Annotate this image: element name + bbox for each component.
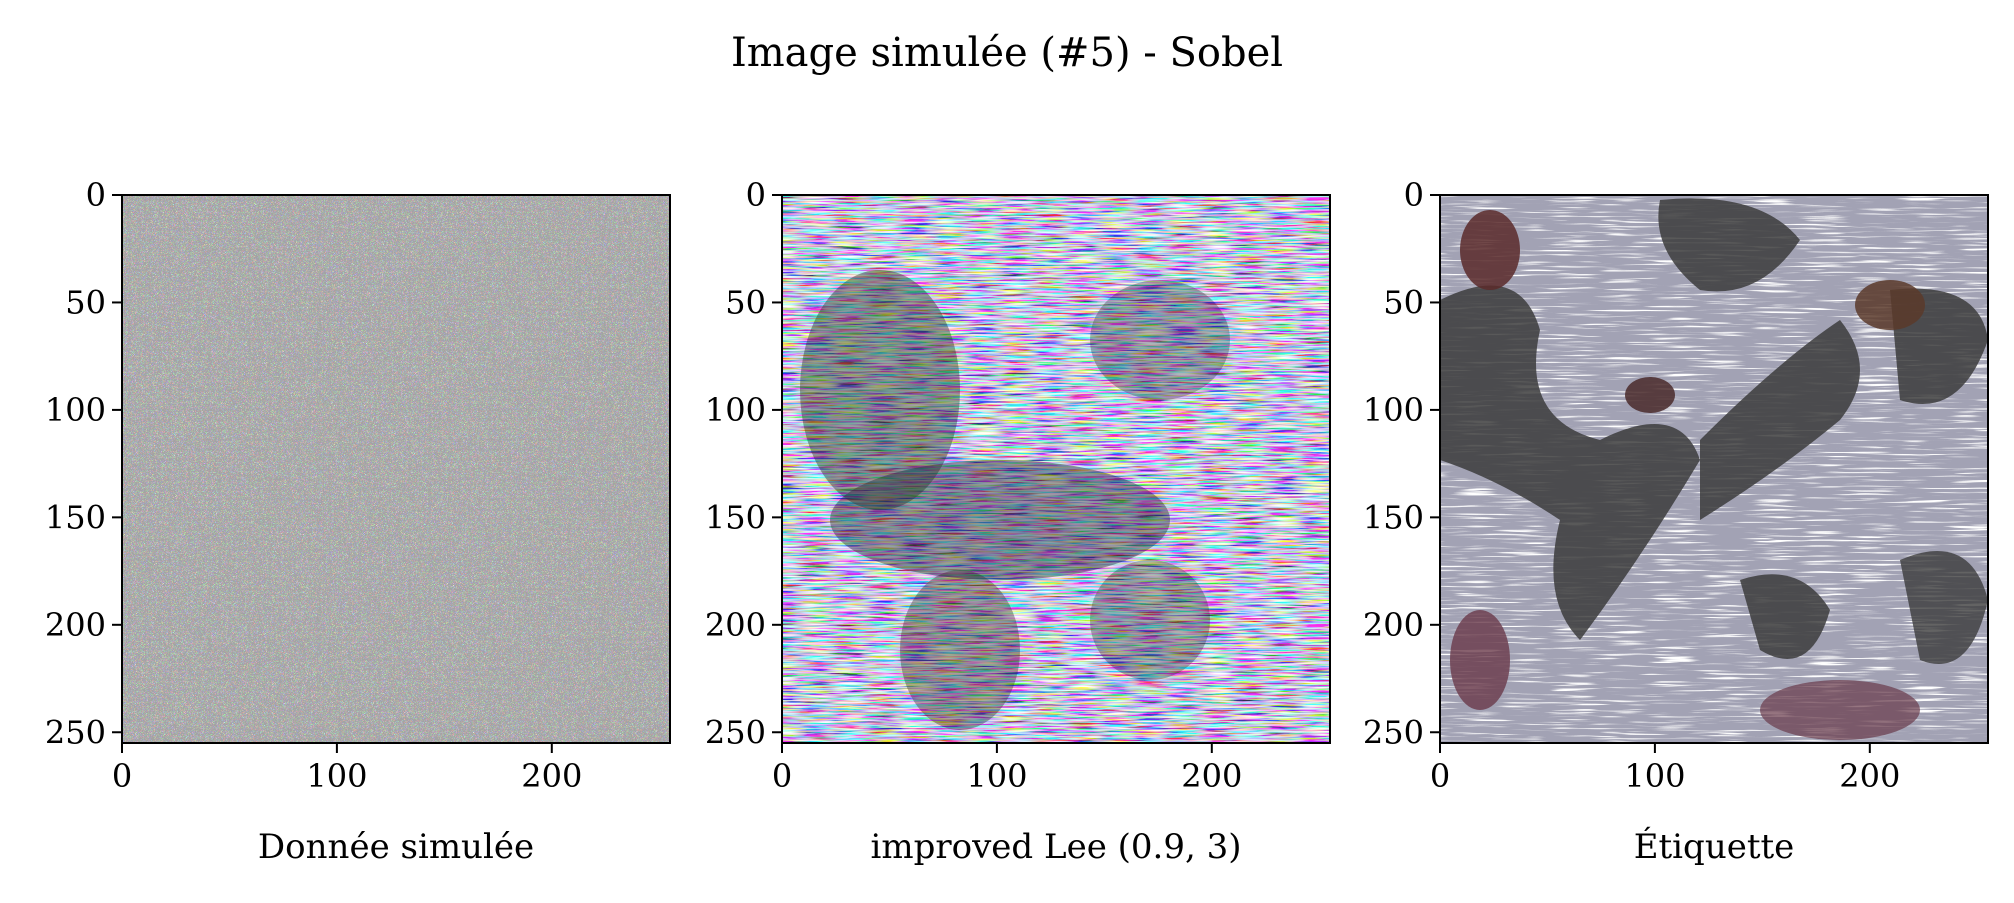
y-tick-label: 150: [1363, 498, 1424, 536]
panel-frame: [121, 194, 671, 744]
y-tick-label: 100: [705, 391, 766, 429]
panel-xlabel: Étiquette: [1634, 826, 1795, 867]
y-tick-label: 100: [45, 391, 106, 429]
x-tick-label: 0: [112, 757, 132, 795]
y-tick-label: 150: [705, 498, 766, 536]
y-tick-label: 50: [1383, 283, 1424, 321]
y-tick-label: 200: [45, 606, 106, 644]
y-tick-label: 200: [705, 606, 766, 644]
panel-image: [782, 195, 1330, 743]
y-tick-label: 50: [65, 283, 106, 321]
y-tick-label: 0: [746, 176, 766, 214]
y-tick-label: 150: [45, 498, 106, 536]
panel-frame: [781, 194, 1331, 744]
panel-xlabel: improved Lee (0.9, 3): [871, 827, 1242, 867]
panel-image: [1440, 195, 1988, 743]
x-tick-label: 100: [966, 757, 1027, 795]
x-tick-label: 200: [1181, 757, 1242, 795]
y-tick-label: 250: [45, 713, 106, 751]
panel-label: 0 100 200 0 50 100 150 200 250 Étiquette: [1363, 176, 1989, 867]
panel-simulated-data: 0 100 200 0 50 100 150 200 250 Donnée simulée: [45, 176, 671, 867]
figure-title: Image simulée (#5) - Sobel: [731, 30, 1283, 76]
y-tick-label: 100: [1363, 391, 1424, 429]
x-tick-label: 200: [521, 757, 582, 795]
y-tick-label: 250: [705, 713, 766, 751]
x-tick-label: 200: [1839, 757, 1900, 795]
panel-frame: [1439, 194, 1989, 744]
y-tick-label: 50: [725, 283, 766, 321]
x-tick-label: 100: [1624, 757, 1685, 795]
y-tick-label: 250: [1363, 713, 1424, 751]
panel-image: [122, 195, 670, 743]
panel-xlabel: Donnée simulée: [258, 827, 534, 867]
y-tick-label: 200: [1363, 606, 1424, 644]
x-tick-label: 100: [306, 757, 367, 795]
y-tick-label: 0: [1404, 176, 1424, 214]
panel-improved-lee: 0 100 200 0 50 100 150 200 250 improved Lee (0.9…: [705, 176, 1331, 867]
x-tick-label: 0: [1430, 757, 1450, 795]
x-tick-label: 0: [772, 757, 792, 795]
y-tick-label: 0: [86, 176, 106, 214]
